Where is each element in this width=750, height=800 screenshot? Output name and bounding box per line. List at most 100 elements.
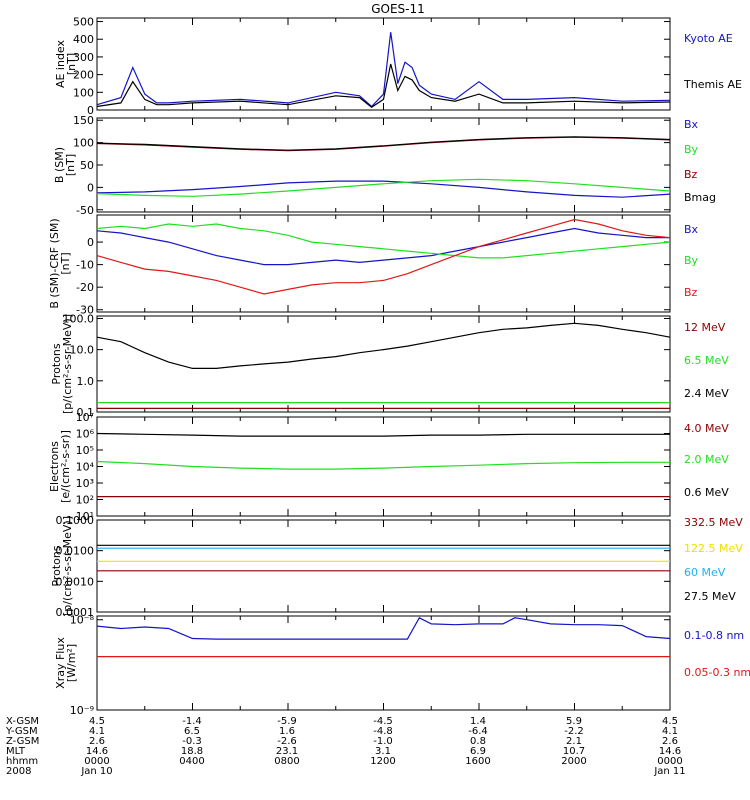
footer-value: 4.1 [89,726,105,737]
footer-value: 14.6 [659,746,681,757]
y-tick-label: 10⁻⁸ [70,614,95,627]
footer-value: 6.5 [184,726,200,737]
series-line [96,180,671,198]
legend-label: By [684,143,699,156]
panel-6: 0.0001 0.0010 0.0100 0.1000Protons[p/(cm²-s… [50,514,743,619]
footer-row-label: 2008 [6,766,31,777]
panel-2: -50 0 50 100 150 B (SM)[nT] Bx By Bz Bmag [53,114,716,217]
series-line [96,218,671,295]
footer-value: 0000 [657,756,682,767]
series-line [96,460,670,470]
footer-value: 10.7 [563,746,585,757]
panel-frame [96,519,671,613]
legend-label: 12 MeV [684,321,726,334]
series-line [96,223,671,259]
panel-frame [96,615,671,711]
y-axis-label: Electrons[e/(cm²-s-sr)] [48,430,72,503]
y-axis-label: Xray Flux[W/m²] [54,637,78,689]
footer-value: Jan 11 [653,766,685,777]
y-tick-label: 0 [87,104,94,117]
legend-label: Bx [684,118,699,131]
y-tick-label: -10 [76,259,94,272]
legend-label: 4.0 MeV [684,422,729,435]
y-tick-label: 0 [87,181,94,194]
footer-value: -4.5 [373,716,393,727]
footer-value: -1.4 [182,716,202,727]
footer-value: -2.2 [564,726,584,737]
footer-value: 1.6 [279,726,295,737]
footer-value: 0400 [179,756,204,767]
footer-value: 4.5 [89,716,105,727]
y-axis-label: B (SM)[nT] [53,147,77,183]
footer-value: 1600 [465,756,490,767]
panel-1: 0 100 200 300 400 500 AE index[nT] Kyoto AE Them… [54,16,742,117]
legend-label: Bz [684,286,698,299]
footer-value: -5.9 [277,716,297,727]
footer-value: -6.4 [468,726,488,737]
legend-label: 27.5 MeV [684,590,736,603]
panel-frame [96,315,671,413]
series-line [96,227,670,266]
y-tick-label: 50 [80,159,94,172]
footer-value: -4.8 [373,726,393,737]
footer-row-label: MLT [6,746,26,757]
footer-value: 3.1 [375,746,391,757]
y-tick-label: 0.0010 [56,575,95,588]
series-line [96,136,671,152]
legend-label: Bmag [684,191,716,204]
footer-value: 18.8 [181,746,203,757]
panel-4: 0.1 1.0 10.0 100.0Protons[p/(cm²-s-sr-MeV)]… [50,312,729,419]
y-tick-label: 0.0100 [56,545,95,558]
footer-value: 2000 [561,756,586,767]
legend-label: 0.05-0.3 nm [684,666,750,679]
legend-label: 0.1-0.8 nm [684,629,744,642]
legend-label: By [684,254,699,267]
y-tick-label: 150 [73,114,94,127]
y-tick-label: 200 [73,69,94,82]
y-axis-label: AE index[nT] [54,39,78,88]
footer-value: 1200 [370,756,395,767]
footer-value: 6.9 [470,746,486,757]
panel-7: 10⁻⁸ 10⁻⁹ Xray Flux[W/m²] 0.1-0.8 nm 0.05-0.… [54,614,750,717]
legend-label: 0.6 MeV [684,486,729,499]
y-tick-label: 10⁶ [76,428,95,441]
footer-value: 0000 [84,756,109,767]
footer-value: 0800 [274,756,299,767]
y-tick-label: 0.1 [77,406,95,419]
legend-label: Themis AE [683,78,742,91]
legend-label: 122.5 MeV [684,542,743,555]
legend-label: 332.5 MeV [684,516,743,529]
y-tick-label: 0 [87,236,94,249]
footer-row-label: Y-GSM [5,726,38,737]
y-tick-label: 10⁻⁹ [70,704,94,717]
panel-frame [96,17,671,111]
y-tick-label: 10.0 [70,344,95,357]
series-line [96,617,671,640]
y-tick-label: 500 [73,16,94,29]
footer-value: 1.4 [470,716,486,727]
series-line [96,432,670,437]
y-tick-label: 10² [76,494,94,507]
footer-value: 0.8 [470,736,486,747]
y-tick-label: 10¹ [76,510,94,523]
footer-value: 4.1 [662,726,678,737]
y-axis-label: B (SM)-CRF (SM)[nT] [48,218,72,308]
legend-label: 60 MeV [684,566,726,579]
series-line [96,178,671,197]
legend-label: 6.5 MeV [684,354,729,367]
y-axis-label: Protons[p/(cm²-s-sr-MeV)] [50,314,74,414]
y-tick-label: 10⁷ [76,411,94,424]
panel-frame [96,117,671,213]
y-tick-label: 400 [73,33,94,46]
y-tick-label: 100 [73,137,94,150]
legend-label: 2.4 MeV [684,387,729,400]
y-tick-label: 0.0001 [56,606,95,619]
footer-row-label: Z-GSM [6,736,39,747]
y-tick-label: 10⁴ [76,461,95,474]
y-tick-label: 10⁵ [76,444,94,457]
series-line [96,63,671,109]
footer-value: -0.3 [182,736,202,747]
y-axis-label: Protons[p/(cm²-s-sr-MeV)] [50,516,74,616]
panel-3: -30 -20 -10 0 B (SM)-CRF (SM)[nT] Bx By Bz [48,214,699,317]
